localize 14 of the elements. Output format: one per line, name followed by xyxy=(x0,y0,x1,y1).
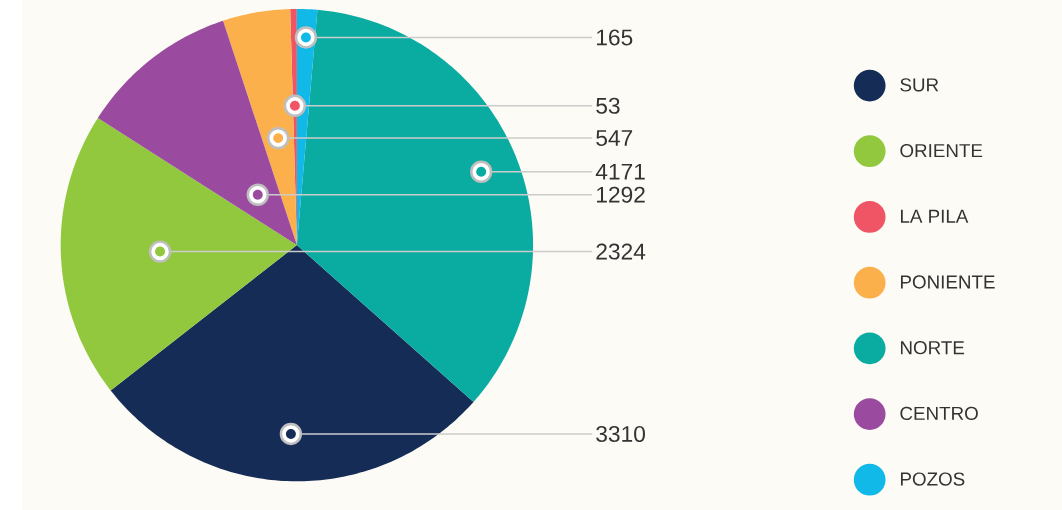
data-label: 547 xyxy=(596,130,633,146)
legend-label: NORTE xyxy=(900,340,965,355)
legend-label: POZOS xyxy=(900,472,965,486)
data-label: 165 xyxy=(597,29,633,46)
data-label: 53 xyxy=(596,97,620,114)
legend-label: ORIENTE xyxy=(900,143,983,158)
legend-label: PONIENTE xyxy=(900,275,995,289)
data-label: 3310 xyxy=(596,425,645,442)
legend-label: CENTRO xyxy=(900,406,978,420)
legend-label: SUR xyxy=(900,78,939,92)
legend-label: LA PILA xyxy=(900,209,969,223)
data-label: 1292 xyxy=(597,186,645,203)
data-label: 4171 xyxy=(595,163,645,180)
data-label: 2324 xyxy=(596,243,646,260)
